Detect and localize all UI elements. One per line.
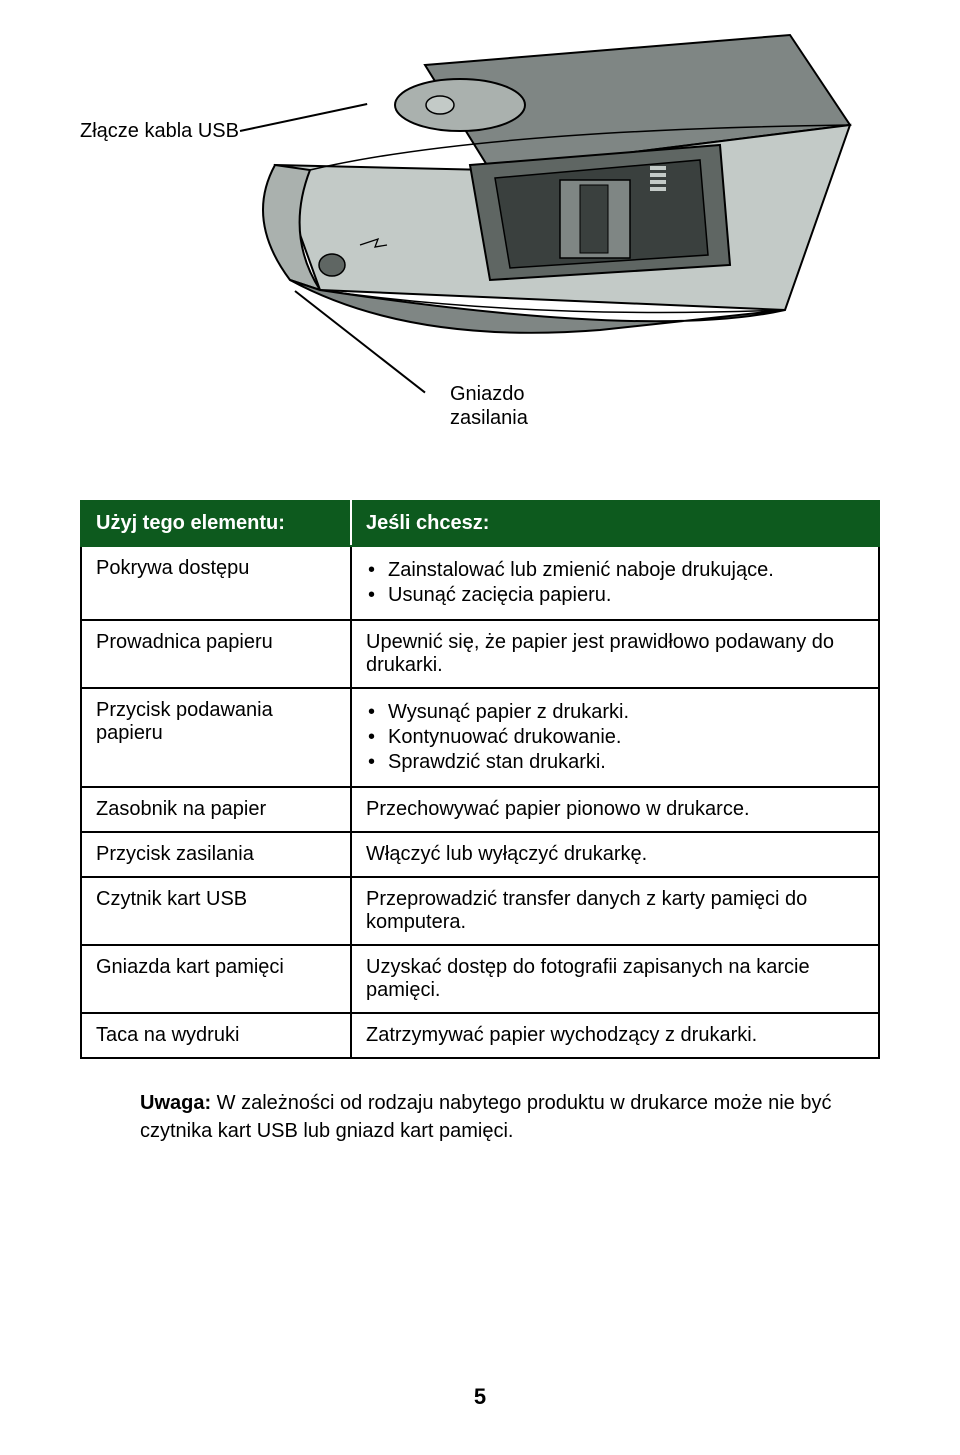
element-function-cell: Przechowywać papier pionowo w drukarce. — [351, 787, 879, 832]
note-text: W zależności od rodzaju nabytego produkt… — [140, 1092, 831, 1142]
label-power-line2: zasilania — [450, 407, 528, 429]
table-row: Przycisk zasilaniaWłączyć lub wyłączyć d… — [81, 832, 879, 877]
table-row: Przycisk podawania papieruWysunąć papier… — [81, 688, 879, 787]
function-list-item: Sprawdzić stan drukarki. — [388, 751, 864, 774]
function-list-item: Zainstalować lub zmienić naboje drukując… — [388, 559, 864, 582]
element-name-cell: Prowadnica papieru — [81, 620, 351, 688]
table-row: Zasobnik na papierPrzechowywać papier pi… — [81, 787, 879, 832]
element-function-table: Użyj tego elementu: Jeśli chcesz: Pokryw… — [80, 500, 880, 1059]
label-usb-port: Złącze kabla USB — [80, 120, 239, 143]
function-list-item: Usunąć zacięcia papieru. — [388, 584, 864, 607]
element-name-cell: Przycisk zasilania — [81, 832, 351, 877]
element-function-cell: Uzyskać dostęp do fotografii zapisanych … — [351, 945, 879, 1013]
function-list: Zainstalować lub zmienić naboje drukując… — [366, 559, 864, 607]
element-function-cell: Zatrzymywać papier wychodzący z drukarki… — [351, 1013, 879, 1058]
label-power-line1: Gniazdo — [450, 383, 525, 405]
function-list: Wysunąć papier z drukarki.Kontynuować dr… — [366, 701, 864, 774]
function-list-item: Kontynuować drukowanie. — [388, 726, 864, 749]
element-name-cell: Gniazda kart pamięci — [81, 945, 351, 1013]
element-function-cell: Zainstalować lub zmienić naboje drukując… — [351, 546, 879, 620]
header-if-you-want: Jeśli chcesz: — [351, 501, 879, 546]
element-name-cell: Taca na wydruki — [81, 1013, 351, 1058]
element-function-cell: Włączyć lub wyłączyć drukarkę. — [351, 832, 879, 877]
table-row: Prowadnica papieruUpewnić się, że papier… — [81, 620, 879, 688]
page-number: 5 — [0, 1384, 960, 1410]
element-name-cell: Przycisk podawania papieru — [81, 688, 351, 787]
element-name-cell: Czytnik kart USB — [81, 877, 351, 945]
document-page: Złącze kabla USB — [0, 0, 960, 1455]
element-function-cell: Wysunąć papier z drukarki.Kontynuować dr… — [351, 688, 879, 787]
element-name-cell: Pokrywa dostępu — [81, 546, 351, 620]
table-row: Gniazda kart pamięciUzyskać dostęp do fo… — [81, 945, 879, 1013]
label-power-socket: Gniazdo zasilania — [450, 382, 528, 430]
table-row: Pokrywa dostępu Zainstalować lub zmienić … — [81, 546, 879, 620]
function-list-item: Wysunąć papier z drukarki. — [388, 701, 864, 724]
printer-diagram: Złącze kabla USB — [80, 40, 880, 470]
element-function-cell: Przeprowadzić transfer danych z karty pa… — [351, 877, 879, 945]
printer-illustration — [230, 10, 870, 380]
header-use-element: Użyj tego elementu: — [81, 501, 351, 546]
note-label: Uwaga: — [140, 1092, 211, 1114]
table-header-row: Użyj tego elementu: Jeśli chcesz: — [81, 501, 879, 546]
element-name-cell: Zasobnik na papier — [81, 787, 351, 832]
note-block: Uwaga: W zależności od rodzaju nabytego … — [80, 1089, 880, 1145]
element-function-cell: Upewnić się, że papier jest prawidłowo p… — [351, 620, 879, 688]
table-row: Czytnik kart USBPrzeprowadzić transfer d… — [81, 877, 879, 945]
table-row: Taca na wydrukiZatrzymywać papier wychod… — [81, 1013, 879, 1058]
